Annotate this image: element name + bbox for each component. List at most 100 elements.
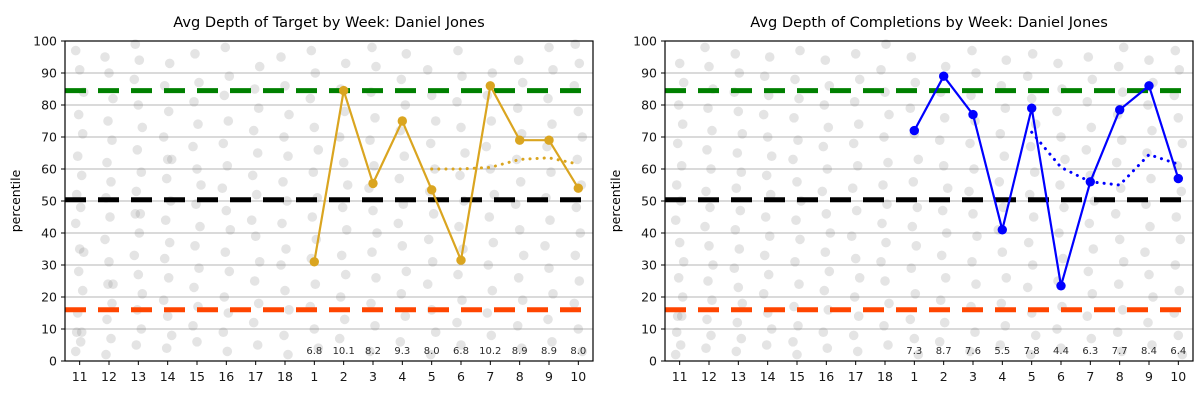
scatter-point — [729, 263, 740, 274]
scatter-point — [1146, 173, 1156, 184]
scatter-point — [310, 68, 321, 78]
scatter-point — [879, 321, 889, 331]
scatter-point — [282, 196, 292, 206]
scatter-point — [791, 215, 801, 225]
scatter-point — [108, 279, 118, 290]
scatter-point — [73, 266, 84, 277]
scatter-point — [484, 212, 495, 222]
scatter-point — [1144, 55, 1154, 65]
scatter-point — [852, 346, 863, 357]
scatter-point — [457, 295, 467, 306]
x-tick-label: 16 — [218, 369, 234, 384]
scatter-point — [700, 221, 710, 232]
scatter-point — [487, 68, 498, 78]
scatter-point — [1145, 221, 1155, 232]
scatter-point — [766, 151, 777, 161]
scatter-point — [881, 237, 891, 248]
scatter-point — [163, 106, 174, 117]
scatter-point — [851, 205, 862, 216]
scatter-point — [162, 154, 173, 165]
scatter-point — [971, 279, 981, 290]
scatter-point — [935, 295, 946, 306]
chart-title: Avg Depth of Target by Week: Daniel Jone… — [173, 14, 485, 31]
scatter-point — [453, 45, 463, 56]
scatter-point — [972, 231, 982, 241]
scatter-point — [74, 65, 85, 75]
scatter-point — [283, 349, 293, 360]
avg-depth-label: 8.0 — [424, 346, 440, 357]
scatter-point — [820, 247, 831, 257]
scatter-point — [995, 340, 1006, 350]
scatter-point — [938, 161, 949, 171]
scatter-point — [253, 103, 264, 113]
scatter-point — [939, 317, 950, 328]
scatter-point — [247, 170, 258, 181]
x-tick-label: 6 — [1057, 369, 1065, 384]
scatter-point — [731, 346, 742, 357]
scatter-point — [820, 55, 831, 65]
scatter-point — [762, 132, 773, 142]
scatter-point — [487, 285, 498, 296]
scatter-point — [73, 109, 84, 120]
scatter-point — [545, 215, 555, 225]
scatter-point — [848, 138, 859, 149]
scatter-point — [453, 269, 463, 280]
scatter-point — [794, 279, 804, 290]
y-tick-label: 0 — [649, 354, 657, 369]
scatter-point — [731, 183, 742, 193]
scatter-point — [968, 209, 978, 219]
scatter-point — [701, 186, 711, 197]
scatter-point — [548, 289, 558, 299]
scatter-point — [730, 49, 741, 59]
scatter-point — [876, 65, 886, 75]
scatter-point — [707, 125, 717, 136]
y-tick-label: 30 — [41, 258, 57, 273]
scatter-point — [192, 337, 202, 347]
scatter-point — [1113, 61, 1124, 72]
scatter-point — [456, 122, 466, 133]
x-tick-label: 2 — [340, 369, 348, 384]
y-tick-label: 40 — [641, 226, 657, 241]
scatter-point — [1113, 279, 1124, 290]
scatter-point — [912, 202, 923, 213]
scatter-point — [253, 298, 264, 309]
x-tick-label: 17 — [248, 369, 264, 384]
scatter-point — [78, 247, 89, 257]
avg-depth-label: 8.9 — [541, 346, 557, 357]
scatter-point — [134, 228, 145, 238]
scatter-point — [252, 340, 263, 350]
scatter-point — [160, 215, 171, 225]
y-axis-label: percentile — [8, 169, 23, 232]
avg-depth-label: 7.8 — [1024, 346, 1040, 357]
x-tick-label: 5 — [428, 369, 436, 384]
scatter-point — [220, 42, 231, 53]
scatter-point — [1025, 349, 1036, 360]
y-tick-label: 70 — [41, 130, 57, 145]
scatter-point — [853, 311, 864, 322]
scatter-point — [72, 151, 83, 161]
scatter-point — [196, 180, 206, 190]
x-tick-label: 9 — [545, 369, 553, 384]
scatter-point — [335, 292, 346, 302]
scatter-point — [486, 116, 497, 126]
scatter-point — [425, 349, 436, 360]
scatter-point — [1025, 141, 1036, 152]
scatter-point — [737, 298, 748, 309]
scatter-point — [910, 289, 921, 299]
scatter-point — [1086, 122, 1097, 133]
scatter-point — [1001, 55, 1012, 65]
scatter-point — [163, 273, 174, 283]
x-tick-label: 8 — [516, 369, 524, 384]
chart-avg-depth-of-target: Avg Depth of Target by Week: Daniel Jone… — [8, 14, 594, 384]
scatter-point — [733, 106, 744, 117]
scatter-point — [460, 148, 470, 158]
y-tick-label: 30 — [641, 258, 657, 273]
scatter-point — [821, 209, 832, 219]
scatter-point — [279, 330, 289, 341]
scatter-point — [166, 154, 177, 165]
scatter-point — [396, 289, 407, 299]
scatter-point — [1144, 269, 1154, 280]
x-tick-label: 15 — [789, 369, 805, 384]
plot-area: 11 12 13 14 15 16 17 18 1 2 3 4 5 6 7 8 9 100102030405060… — [33, 34, 594, 384]
scatter-point — [103, 279, 113, 290]
